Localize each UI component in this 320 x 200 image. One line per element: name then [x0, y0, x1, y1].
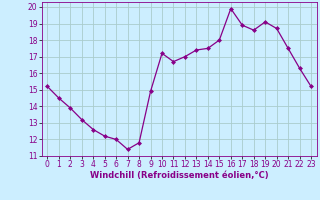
- X-axis label: Windchill (Refroidissement éolien,°C): Windchill (Refroidissement éolien,°C): [90, 171, 268, 180]
